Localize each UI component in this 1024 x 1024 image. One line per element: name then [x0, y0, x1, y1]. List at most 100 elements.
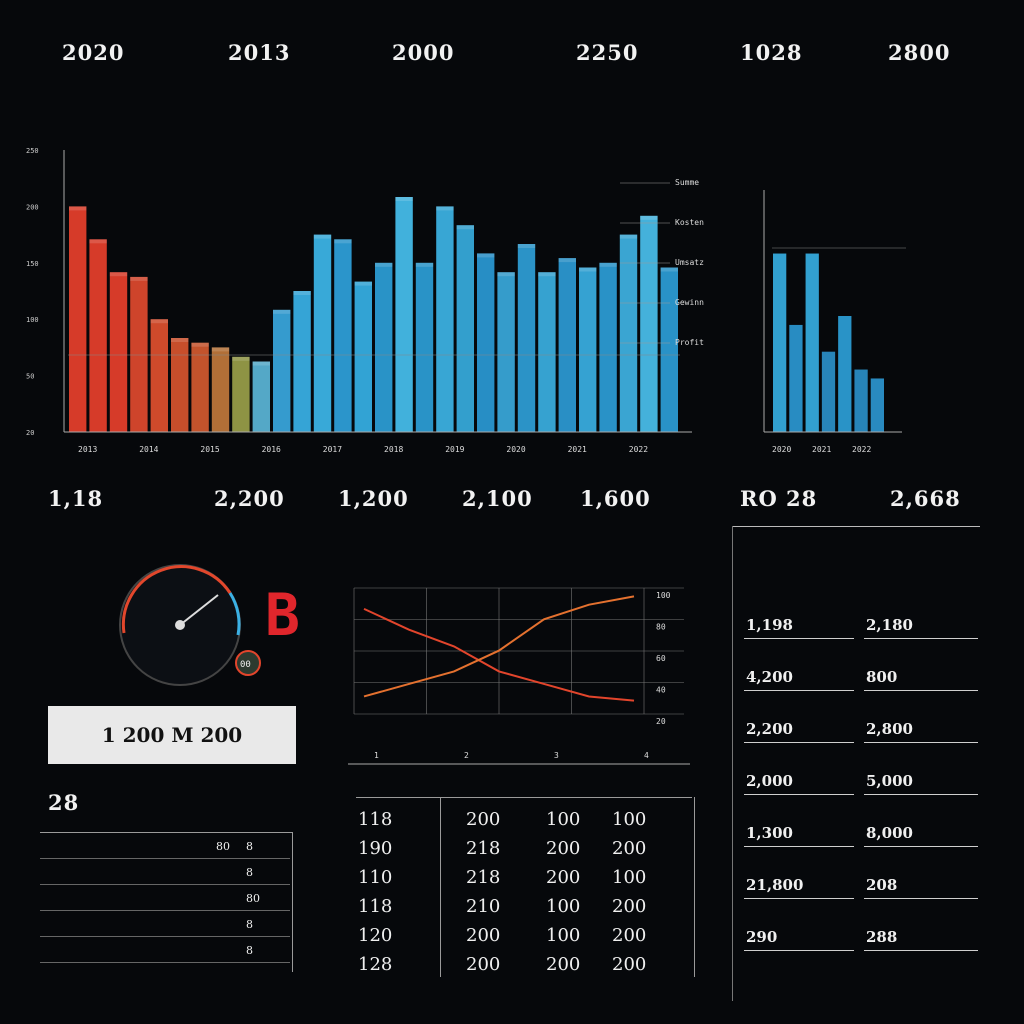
gauge-big-label: B — [265, 581, 300, 649]
middle-table-cell: 200 — [612, 954, 647, 975]
middle-table-cell: 100 — [546, 809, 581, 830]
right-list-header-right: 2,668 — [890, 486, 961, 511]
bar — [789, 324, 803, 432]
bar — [89, 239, 107, 432]
y-tick-label: 60 — [656, 654, 666, 663]
left-table-cell: 8 — [246, 918, 253, 931]
bar — [252, 361, 270, 432]
y-tick-label: 50 — [26, 373, 34, 381]
middle-table-cell: 218 — [466, 867, 501, 888]
middle-table: 118 190 110 118 120 128 200 218 218 210 200 200 100 2… — [350, 795, 698, 985]
left-table-cell: 8 — [246, 866, 253, 879]
right-list-right-value: 8,000 — [866, 824, 913, 842]
bar — [456, 225, 474, 432]
bar-highlight — [89, 239, 107, 244]
bar — [436, 206, 454, 432]
kpi-mid-4: 2,100 — [462, 486, 533, 511]
bar-highlight — [558, 258, 576, 263]
right-list-left-value: 4,200 — [746, 668, 793, 686]
bar — [130, 276, 148, 432]
middle-table-cell: 200 — [546, 838, 581, 859]
middle-table-cell: 100 — [612, 867, 647, 888]
middle-table-cell: 200 — [612, 925, 647, 946]
x-tick-label: 1 — [374, 751, 379, 760]
bar — [599, 262, 617, 432]
bar — [211, 347, 230, 432]
kpi-mid-2: 2,200 — [214, 486, 285, 511]
bar-highlight — [109, 272, 128, 277]
right-list-right-value: 288 — [866, 928, 898, 946]
bar — [354, 281, 372, 432]
x-tick-label: 4 — [644, 751, 649, 760]
bar — [773, 253, 787, 432]
bar-highlight — [395, 197, 413, 201]
kpi-mid-1: 1,18 — [48, 486, 104, 511]
annotation-label: Profit — [675, 338, 704, 347]
y-tick-label: 100 — [26, 316, 39, 324]
left-table: 28 80 8 8 80 8 8 — [40, 790, 296, 990]
kpi-top-5: 1028 — [740, 40, 803, 65]
bar — [854, 369, 868, 432]
bar-highlight — [293, 291, 311, 295]
bar — [821, 351, 836, 432]
middle-table-cell: 218 — [466, 838, 501, 859]
middle-table-cell: 200 — [546, 867, 581, 888]
kpi-mid-5: 1,600 — [580, 486, 651, 511]
line-chart: 100 80 60 40 20 1 2 3 4 — [348, 587, 690, 765]
middle-table-cell: 200 — [466, 925, 501, 946]
side-bar-chart: 2020 2021 2022 — [763, 190, 906, 454]
bar — [805, 253, 819, 432]
left-table-title: 28 — [48, 790, 80, 815]
middle-table-cell: 128 — [358, 954, 393, 975]
middle-table-cell: 200 — [546, 954, 581, 975]
bar — [538, 272, 556, 432]
bar — [579, 267, 597, 432]
y-tick-label: 20 — [656, 717, 666, 726]
y-tick-label: 80 — [656, 623, 666, 632]
bar-highlight — [538, 272, 556, 277]
bar — [660, 267, 678, 432]
main-bar-chart: 20 50 100 150 200 250 2013 2014 2015 2016 2017 2018… — [26, 147, 704, 454]
bar-highlight — [517, 244, 536, 248]
line-series — [363, 595, 635, 698]
x-tick-label: 2022 — [852, 445, 871, 454]
bar-highlight — [477, 253, 495, 258]
right-list-header-left: RO 28 — [740, 486, 818, 511]
bar-highlight — [354, 281, 372, 286]
bar-highlight — [232, 356, 250, 361]
annotation-label: Umsatz — [675, 258, 704, 267]
right-list-left-value: 1,198 — [746, 616, 793, 634]
x-tick-label: 2016 — [262, 445, 281, 454]
bar — [619, 234, 638, 432]
bar-highlight — [497, 272, 515, 277]
bar-highlight — [171, 338, 189, 342]
x-tick-label: 2014 — [139, 445, 158, 454]
kpi-mid-3: 1,200 — [338, 486, 409, 511]
y-tick-label: 150 — [26, 260, 39, 268]
bar — [334, 239, 352, 432]
right-list-right-value: 208 — [866, 876, 898, 894]
bar — [375, 262, 393, 432]
left-table-cell: 80 — [246, 892, 260, 905]
bar-highlight — [191, 342, 209, 347]
annotation-label: Gewinn — [675, 298, 704, 307]
bar-highlight — [313, 234, 332, 239]
middle-table-cell: 118 — [358, 896, 393, 917]
x-tick-label: 2020 — [506, 445, 525, 454]
bar-highlight — [436, 206, 454, 211]
bar — [395, 197, 413, 432]
bar — [313, 234, 332, 432]
bar-highlight — [211, 347, 230, 352]
x-tick-label: 2022 — [629, 445, 648, 454]
line-series — [363, 607, 635, 702]
x-tick-label: 2018 — [384, 445, 403, 454]
bar — [273, 309, 291, 432]
bar — [477, 253, 495, 432]
left-table-cell: 8 — [246, 840, 253, 853]
right-list-left-value: 290 — [746, 928, 778, 946]
right-list-right-value: 800 — [866, 668, 898, 686]
kpi-top-3: 2000 — [392, 40, 455, 65]
banner-text: 1 200 M 200 — [101, 723, 243, 747]
bar — [293, 291, 311, 432]
kpi-top-4: 2250 — [576, 40, 639, 65]
